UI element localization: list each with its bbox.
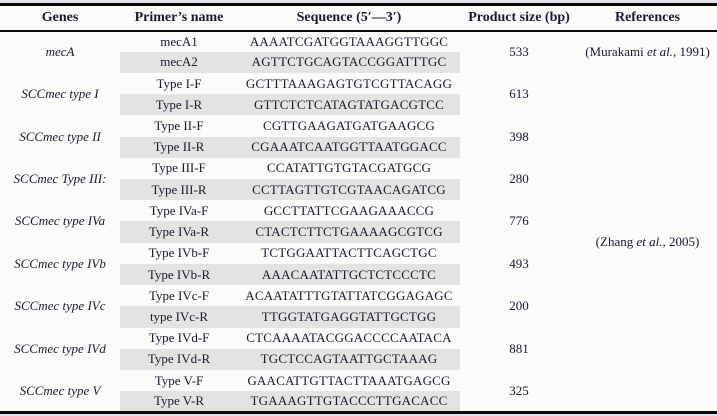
table-row: SCCmec type IVc Type IVc-F ACAATATTTGTAT… (0, 285, 717, 314)
primer-name-cell: Type III-F (152, 160, 206, 176)
table-row: mecA mecA1 AAAATCGATGGTAAAGGTTGGC 533 (M… (0, 31, 717, 60)
sequence-cell: CGAAATCAATGGTTAATGGACC (238, 136, 460, 158)
gene-cell: SCCmec type I (21, 86, 99, 102)
product-size-cell: 776 (509, 213, 529, 229)
primer-name-cell: Type I-R (120, 94, 238, 116)
primer-name-cell: Type II-F (154, 117, 204, 133)
primer-name-cell: Type IVa-F (149, 202, 209, 218)
sequence-cell: CTCAAAATACGGACCCCAATACA (246, 330, 452, 346)
primer-name-cell: Type IVd-F (148, 330, 210, 346)
reference-cell: (Zhang et al., 2005) (578, 73, 717, 413)
product-size-cell: 613 (509, 86, 529, 102)
header-product-size: Product size (bp) (460, 4, 578, 32)
gene-cell: mecA (45, 44, 75, 60)
table-row: SCCmec type IVa Type IVa-F GCCTTATTCGAAG… (0, 200, 717, 229)
table-row: Type II-R CGAAATCAATGGTTAATGGACC (0, 136, 717, 158)
primer-name-cell: Type V-F (154, 372, 204, 388)
header-references: References (578, 4, 717, 32)
primer-name-cell: Type IVa-R (120, 221, 238, 243)
table-row: mecA2 AGTTCTGCAGTACCGGATTTGC (0, 51, 717, 73)
table-row: Type IVd-R TGCTCCAGTAATTGCTAAAG (0, 348, 717, 370)
table-row: Type IVa-R CTACTCTTCTGAAAAGCGTCG (0, 221, 717, 243)
sequence-cell: CTACTCTTCTGAAAAGCGTCG (238, 221, 460, 243)
gene-cell: SCCmec type IVa (14, 213, 106, 229)
sequence-cell: GCTTTAAAGAGTGTCGTTACAGG (245, 75, 453, 91)
table-row: SCCmec type IVd Type IVd-F CTCAAAATACGGA… (0, 328, 717, 356)
header-primer-name: Primer’s name (120, 4, 238, 32)
sequence-cell: AAAATCGATGGTAAAGGTTGGC (249, 33, 449, 49)
product-size-cell: 493 (509, 255, 529, 271)
primer-name-cell: Type IVb-R (120, 263, 238, 286)
reference-text: , 1991) (672, 44, 710, 60)
primer-name-cell: Type IVb-F (148, 245, 210, 261)
reference-etal: et al. (646, 44, 673, 60)
table-row: SCCmec Type III: Type III-F CCATATTGTGTA… (0, 158, 717, 186)
primer-name-cell: Type II-R (120, 136, 238, 158)
reference-cell: (Murakami et al., 1991) (578, 31, 717, 73)
table-row: SCCmec type II Type II-F CGTTGAAGATGATGA… (0, 115, 717, 144)
primers-table: Genes Primer’s name Sequence (5′—3′) Pro… (0, 3, 717, 414)
gene-cell: SCCmec type II (19, 128, 101, 144)
gene-cell: SCCmec Type III: (13, 171, 107, 187)
sequence-cell: AGTTCTGCAGTACCGGATTTGC (238, 51, 460, 73)
product-size-cell: 325 (509, 382, 529, 398)
primer-name-cell: Type IVd-R (120, 348, 238, 370)
primer-name-cell: mecA1 (160, 33, 198, 49)
sequence-cell: GAACATTGTTACTTAAATGAGCG (247, 372, 451, 388)
reference-text: (Zhang (595, 233, 637, 249)
table-row: Type I-R GTTCTCTCATAGTATGACGTCC (0, 94, 717, 116)
table-row: SCCmec type V Type V-F GAACATTGTTACTTAAA… (0, 370, 717, 398)
gene-cell: SCCmec type IVc (14, 298, 106, 314)
table-row: SCCmec type I Type I-F GCTTTAAAGAGTGTCGT… (0, 73, 717, 249)
sequence-cell: CCATATTGTGTACGATGCG (266, 160, 432, 176)
header-sequence: Sequence (5′—3′) (238, 4, 460, 32)
table-row: Type V-R TGAAAGTTGTACCCTTGACACC (0, 391, 717, 413)
table-row: type IVc-R TTGGTATGAGGTATTGCTGG (0, 306, 717, 328)
primer-name-cell: mecA2 (120, 51, 238, 73)
sequence-cell: GCCTTATTCGAAGAAACCG (263, 202, 435, 218)
table-row: Type IVb-R AAACAATATTGCTCTCCCTC (0, 263, 717, 286)
product-size-cell: 533 (509, 44, 529, 60)
sequence-cell: CGTTGAAGATGATGAAGCG (262, 117, 436, 133)
primer-name-cell: Type III-R (120, 179, 238, 201)
product-size-cell: 200 (509, 298, 529, 314)
header-genes: Genes (0, 4, 120, 32)
reference-text: (Murakami (585, 44, 647, 60)
primer-name-cell: Type I-F (156, 75, 202, 91)
reference-text: , 2005) (662, 233, 700, 249)
primer-name-cell: Type V-R (120, 391, 238, 413)
reference-etal: et al. (636, 233, 663, 249)
gene-cell: SCCmec type V (19, 382, 101, 398)
sequence-cell: ACAATATTTGTATTATCGGAGAGC (245, 287, 453, 303)
sequence-cell: CCTTAGTTGTCGTAACAGATCG (238, 179, 460, 201)
header-row: Genes Primer’s name Sequence (5′—3′) Pro… (0, 4, 717, 32)
primer-name-cell: Type IVc-F (148, 287, 210, 303)
gene-cell: SCCmec type IVd (14, 340, 106, 356)
table-row: SCCmec type IVb Type IVb-F TCTGGAATTACTT… (0, 243, 717, 271)
sequence-cell: TGAAAGTTGTACCCTTGACACC (238, 391, 460, 413)
table-row: Type III-R CCTTAGTTGTCGTAACAGATCG (0, 179, 717, 201)
sequence-cell: GTTCTCTCATAGTATGACGTCC (238, 94, 460, 116)
primer-name-cell: type IVc-R (120, 306, 238, 328)
sequence-cell: TTGGTATGAGGTATTGCTGG (238, 306, 460, 328)
sequence-cell: AAACAATATTGCTCTCCCTC (238, 263, 460, 286)
product-size-cell: 881 (509, 340, 529, 356)
product-size-cell: 398 (509, 128, 529, 144)
sequence-cell: TCTGGAATTACTTCAGCTGC (261, 245, 437, 261)
sequence-cell: TGCTCCAGTAATTGCTAAAG (238, 348, 460, 370)
gene-cell: SCCmec type IVb (14, 255, 106, 271)
product-size-cell: 280 (509, 171, 529, 187)
